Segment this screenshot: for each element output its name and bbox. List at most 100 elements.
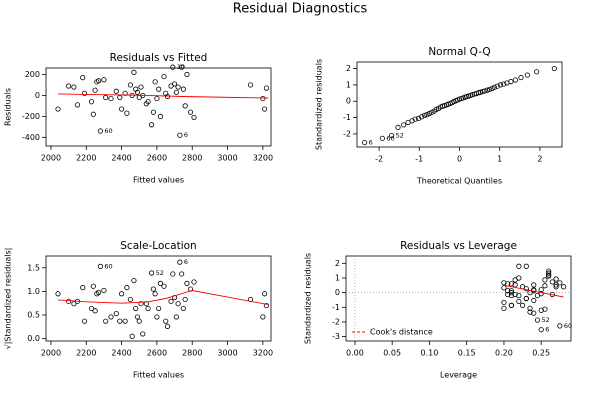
x-tick-label: 2000	[41, 349, 61, 358]
x-tick-label: 3200	[253, 349, 273, 358]
point	[523, 295, 529, 302]
x-axis-label: Leverage	[440, 371, 477, 380]
y-tick-label: -1	[343, 113, 351, 122]
y-tick-label: -2	[332, 317, 340, 326]
point	[388, 132, 395, 139]
x-tick-label: 2400	[111, 154, 131, 163]
point	[124, 110, 130, 116]
point	[412, 116, 418, 122]
point	[546, 272, 552, 278]
point	[97, 128, 103, 134]
point	[494, 83, 500, 89]
point	[262, 106, 268, 112]
point	[560, 284, 567, 290]
x-tick-label: 2200	[76, 349, 96, 358]
x-tick-label: 2800	[182, 154, 202, 163]
point	[124, 285, 130, 291]
point	[163, 318, 169, 324]
point	[131, 69, 137, 75]
point	[182, 103, 188, 109]
point	[156, 86, 162, 92]
smooth-line	[57, 290, 269, 306]
point	[168, 298, 174, 304]
y-axis-label: Residuals	[4, 88, 13, 126]
point	[171, 81, 178, 87]
point	[512, 77, 518, 83]
point	[90, 111, 96, 117]
point	[157, 280, 164, 286]
point	[534, 69, 540, 75]
point	[71, 84, 77, 90]
point	[489, 85, 495, 92]
point	[90, 283, 96, 289]
point	[134, 89, 141, 95]
point	[154, 95, 160, 102]
point	[187, 109, 194, 115]
point	[516, 298, 522, 305]
panel-title: Residuals vs Fitted	[110, 52, 208, 64]
x-tick-label: -1	[415, 155, 423, 164]
point	[145, 99, 151, 105]
y-axis-label: Standardized residuals	[304, 253, 313, 344]
point	[557, 280, 563, 286]
point	[424, 112, 430, 118]
point	[133, 305, 139, 312]
point	[127, 296, 134, 303]
x-tick-label: 2400	[111, 349, 131, 358]
point	[362, 139, 368, 146]
point	[96, 289, 102, 295]
point	[122, 318, 128, 324]
point	[164, 323, 171, 329]
x-tick-label: 2000	[41, 154, 61, 163]
x-tick-label: 2800	[182, 349, 202, 358]
point	[138, 301, 144, 307]
point	[150, 109, 156, 115]
point	[505, 288, 511, 294]
point	[150, 286, 156, 292]
point	[108, 95, 114, 102]
point	[508, 79, 514, 85]
y-tick-label: 1.5	[27, 263, 40, 272]
point-label: 6	[184, 131, 188, 139]
y-tick-label: -3	[332, 332, 340, 341]
point	[88, 305, 95, 312]
point	[80, 75, 86, 81]
point	[96, 78, 102, 84]
point	[113, 311, 119, 317]
x-tick-label: 0.25	[532, 349, 550, 358]
point	[74, 102, 81, 108]
point	[516, 275, 522, 281]
point	[433, 106, 439, 113]
point	[55, 291, 61, 297]
x-tick-label: -2	[375, 155, 383, 164]
point	[531, 310, 537, 316]
point	[101, 287, 107, 294]
x-tick-label: 2200	[76, 154, 96, 163]
y-tick-label: -200	[22, 112, 40, 121]
point	[263, 85, 270, 91]
point	[484, 87, 490, 93]
y-tick-label: 2	[346, 64, 351, 73]
point	[177, 259, 183, 265]
point	[81, 318, 88, 324]
y-tick-label: 0	[335, 288, 340, 297]
point-label: 6	[545, 326, 549, 334]
point	[519, 302, 526, 308]
point	[113, 88, 119, 94]
point-label: 52	[396, 132, 404, 140]
point	[379, 135, 385, 141]
main-title: Residual Diagnostics	[233, 2, 368, 17]
y-tick-label: 1	[346, 80, 351, 89]
point	[516, 263, 522, 269]
y-tick-label: 1	[335, 273, 340, 282]
point	[487, 86, 493, 93]
point	[117, 94, 123, 101]
point	[175, 84, 181, 90]
point	[426, 110, 432, 117]
point	[179, 271, 185, 277]
x-tick-label: 0.05	[383, 349, 401, 358]
point	[108, 314, 114, 320]
plot-frame	[345, 255, 572, 342]
point	[491, 84, 498, 90]
point	[152, 291, 158, 297]
